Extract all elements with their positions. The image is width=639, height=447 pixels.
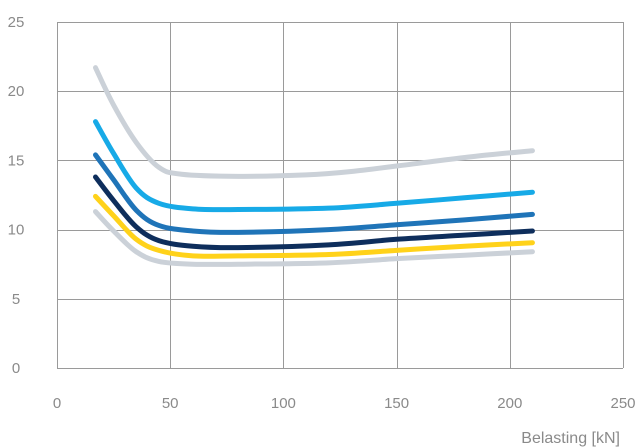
x-tick-label: 200 bbox=[497, 395, 522, 412]
series-line-5 bbox=[92, 119, 535, 213]
x-tick-label: 150 bbox=[384, 395, 409, 412]
y-tick-label: 20 bbox=[8, 83, 25, 100]
x-tick-label: 50 bbox=[162, 395, 179, 412]
x-tick-label: 250 bbox=[610, 395, 635, 412]
x-axis-title: Belasting [kN] bbox=[521, 430, 620, 447]
y-tick-label: 5 bbox=[12, 291, 20, 308]
y-tick-label: 15 bbox=[8, 152, 25, 169]
series-line-1 bbox=[92, 209, 535, 267]
series-lines bbox=[92, 65, 535, 267]
y-tick-label: 25 bbox=[8, 14, 25, 31]
x-axis-tick-labels: 0 50 100 150 200 250 bbox=[53, 395, 636, 412]
x-tick-label: 100 bbox=[271, 395, 296, 412]
y-tick-label: 10 bbox=[8, 222, 25, 239]
y-tick-label: 0 bbox=[12, 360, 20, 377]
series-line-6 bbox=[92, 65, 535, 179]
series-line-3 bbox=[92, 174, 535, 251]
series-line-2 bbox=[92, 193, 535, 259]
x-tick-label: 0 bbox=[53, 395, 61, 412]
series-line-4 bbox=[92, 152, 535, 235]
y-axis-tick-labels: 0 5 10 15 20 25 bbox=[8, 14, 25, 377]
